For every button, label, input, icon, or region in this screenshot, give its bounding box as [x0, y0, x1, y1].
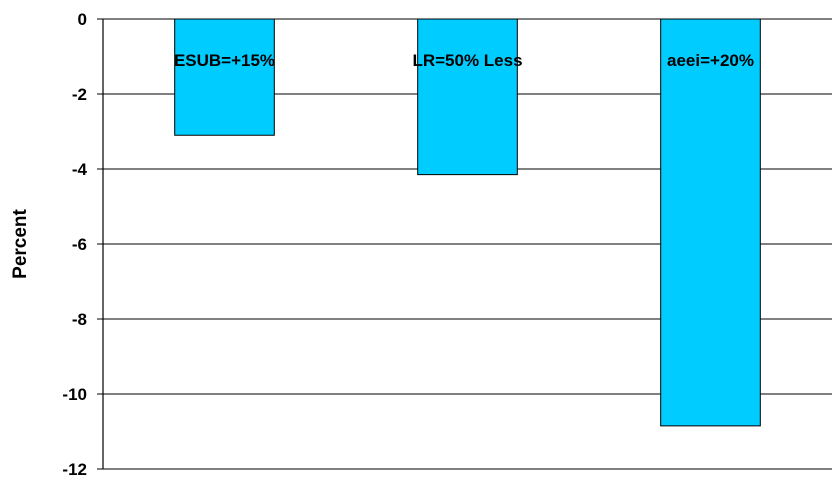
y-axis-title: Percent [10, 208, 31, 278]
category-label: aeei=+20% [667, 51, 754, 70]
y-tick-label: -12 [62, 460, 87, 479]
bar [417, 18, 518, 176]
bar [174, 18, 275, 136]
y-tick-label: -10 [62, 385, 87, 404]
y-tick-label: 0 [78, 10, 87, 29]
category-label: ESUB=+15% [174, 51, 275, 70]
category-labels: ESUB=+15% LR=50% Less aeei=+20% [174, 51, 754, 70]
y-tick-label: -8 [72, 310, 87, 329]
y-tick-label: -4 [72, 160, 88, 179]
y-tick-label: -6 [72, 235, 87, 254]
bars [174, 18, 761, 427]
y-tick-label: -2 [72, 85, 87, 104]
y-tick-labels: 0 -2 -4 -6 -8 -10 -12 [62, 10, 87, 479]
category-label: LR=50% Less [412, 51, 522, 70]
bar [660, 18, 761, 427]
